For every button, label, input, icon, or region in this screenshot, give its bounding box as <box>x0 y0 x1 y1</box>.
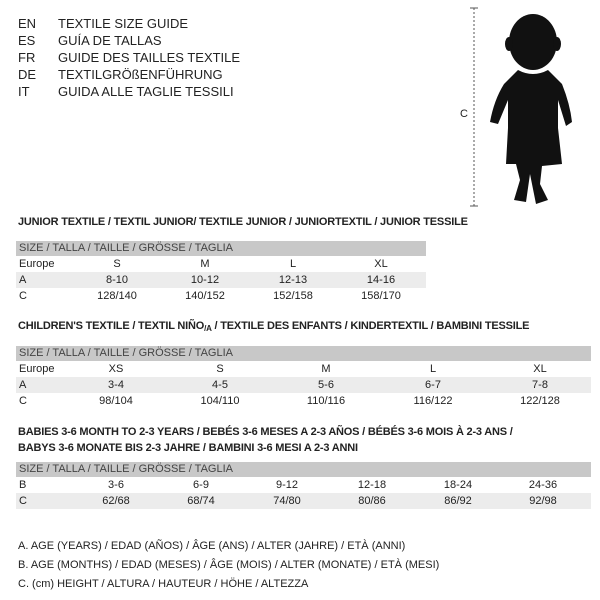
row-label: B <box>19 479 27 491</box>
table-cell: 68/74 <box>187 495 215 507</box>
row-label: Europe <box>19 363 55 375</box>
table-cell: XS <box>108 363 124 375</box>
babies-size-table: SIZE / TALLA / TAILLE / GRÖSSE / TAGLIA B… <box>16 462 591 509</box>
table-cell: 122/128 <box>520 395 560 407</box>
title-text: TEXTILE SIZE GUIDE <box>58 16 189 31</box>
children-section-title: CHILDREN'S TEXTILE / TEXTIL NIÑO/A / TEX… <box>18 320 530 333</box>
table-cell: 140/152 <box>185 290 225 302</box>
babies-section-title-line1: BABIES 3-6 MONTH TO 2-3 YEARS / BEBÉS 3-… <box>18 426 513 438</box>
table-cell: 98/104 <box>99 395 133 407</box>
language-code: ES <box>18 33 36 48</box>
size-header: SIZE / TALLA / TAILLE / GRÖSSE / TAGLIA <box>16 346 591 361</box>
size-header: SIZE / TALLA / TAILLE / GRÖSSE / TAGLIA <box>16 462 591 477</box>
row-label: C <box>19 495 27 507</box>
child-silhouette-icon <box>470 7 572 207</box>
table-cell: 4-5 <box>212 379 228 391</box>
table-cell: XL <box>374 258 388 270</box>
table-cell: 14-16 <box>366 274 396 286</box>
language-code: DE <box>18 67 37 82</box>
table-cell: 9-12 <box>275 479 299 491</box>
language-code: FR <box>18 50 36 65</box>
junior-size-table: SIZE / TALLA / TAILLE / GRÖSSE / TAGLIA E… <box>16 241 426 304</box>
table-cell: 110/116 <box>306 395 346 407</box>
table-cell: 24-36 <box>528 479 558 491</box>
title-text: TEXTILGRÖßENFÜHRUNG <box>58 67 223 82</box>
table-cell: 10-12 <box>190 274 220 286</box>
table-cell: 6-9 <box>193 479 209 491</box>
legend-c: C. (cm) HEIGHT / ALTURA / HAUTEUR / HÖHE… <box>18 578 309 590</box>
table-cell: M <box>321 363 331 375</box>
table-cell: 128/140 <box>97 290 137 302</box>
table-cell: 86/92 <box>444 495 472 507</box>
children-size-table: SIZE / TALLA / TAILLE / GRÖSSE / TAGLIA E… <box>16 346 591 409</box>
table-cell: 80/86 <box>358 495 386 507</box>
table-row: Europe S M L XL <box>16 256 426 272</box>
table-cell: 18-24 <box>443 479 473 491</box>
table-cell: 104/110 <box>200 395 240 407</box>
table-cell: 3-4 <box>108 379 124 391</box>
table-row: A 3-4 4-5 5-6 6-7 7-8 <box>16 377 591 393</box>
legend-b: B. AGE (MONTHS) / EDAD (MESES) / ÂGE (MO… <box>18 559 440 571</box>
table-cell: 92/98 <box>529 495 557 507</box>
table-cell: L <box>429 363 437 375</box>
table-row: B 3-6 6-9 9-12 12-18 18-24 24-36 <box>16 477 591 493</box>
table-cell: S <box>113 258 121 270</box>
row-label: C <box>19 395 27 407</box>
title-text: GUIDE DES TAILLES TEXTILE <box>58 50 241 65</box>
table-cell: 74/80 <box>273 495 301 507</box>
table-cell: 7-8 <box>532 379 548 391</box>
language-code: IT <box>18 84 30 99</box>
table-cell: S <box>216 363 224 375</box>
babies-section-title-line2: BABYS 3-6 MONATE BIS 2-3 JAHRE / BAMBINI… <box>18 442 358 454</box>
table-row: A 8-10 10-12 12-13 14-16 <box>16 272 426 288</box>
row-label: C <box>19 290 27 302</box>
table-row: Europe XS S M L XL <box>16 361 591 377</box>
table-cell: 12-18 <box>357 479 387 491</box>
table-cell: 62/68 <box>102 495 130 507</box>
row-label: A <box>19 379 27 391</box>
table-cell: M <box>200 258 210 270</box>
table-row: C 62/68 68/74 74/80 80/86 86/92 92/98 <box>16 493 591 509</box>
table-cell: XL <box>533 363 547 375</box>
row-label: A <box>19 274 27 286</box>
title-text: GUÍA DE TALLAS <box>58 33 162 48</box>
title-text: GUIDA ALLE TAGLIE TESSILI <box>58 84 234 99</box>
table-cell: 12-13 <box>278 274 308 286</box>
row-label: Europe <box>19 258 55 270</box>
table-row: C 128/140 140/152 152/158 158/170 <box>16 288 426 304</box>
table-row: C 98/104 104/110 110/116 116/122 122/128 <box>16 393 591 409</box>
table-cell: 152/158 <box>273 290 313 302</box>
table-cell: 5-6 <box>318 379 334 391</box>
size-header: SIZE / TALLA / TAILLE / GRÖSSE / TAGLIA <box>16 241 426 256</box>
table-cell: 158/170 <box>361 290 401 302</box>
table-cell: 116/122 <box>413 395 453 407</box>
junior-section-title: JUNIOR TEXTILE / TEXTIL JUNIOR/ TEXTILE … <box>18 216 468 228</box>
table-cell: 8-10 <box>105 274 129 286</box>
language-code: EN <box>18 16 37 31</box>
height-measure-label: C <box>460 108 468 120</box>
table-cell: 6-7 <box>425 379 441 391</box>
legend-a: A. AGE (YEARS) / EDAD (AÑOS) / ÂGE (ANS)… <box>18 540 406 552</box>
table-cell: 3-6 <box>108 479 124 491</box>
table-cell: L <box>289 258 297 270</box>
